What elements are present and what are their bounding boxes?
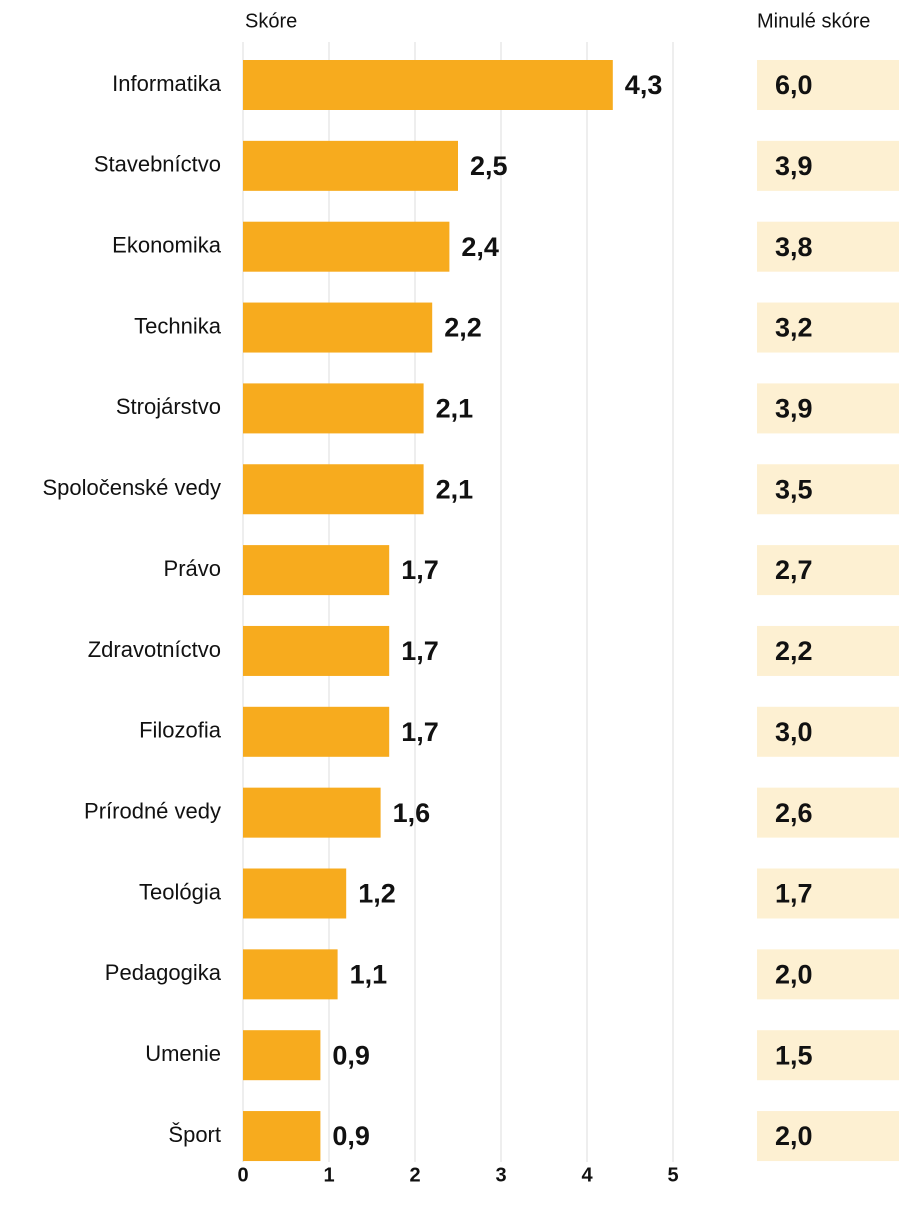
y-tick-label: Umenie xyxy=(145,1041,221,1066)
previous-label: 3,9 xyxy=(775,394,813,424)
bar xyxy=(243,60,613,110)
data-label: 1,7 xyxy=(401,717,439,747)
previous-box xyxy=(757,60,899,110)
previous-label: 3,5 xyxy=(775,474,813,504)
previous-box xyxy=(757,464,899,515)
x-tick-label: 3 xyxy=(495,1164,506,1186)
data-label: 2,2 xyxy=(444,313,482,343)
previous-label: 2,0 xyxy=(775,1121,813,1151)
previous-box xyxy=(757,706,899,757)
data-label: 1,7 xyxy=(401,636,439,666)
y-tick-label: Technika xyxy=(134,313,222,338)
x-tick-label: 2 xyxy=(409,1164,420,1186)
data-label: 2,5 xyxy=(470,151,508,181)
previous-label: 1,5 xyxy=(775,1040,813,1070)
data-label: 1,2 xyxy=(358,879,396,909)
y-tick-label: Prírodné vedy xyxy=(84,798,221,823)
previous-label: 1,7 xyxy=(775,879,813,909)
previous-box xyxy=(757,221,899,272)
y-tick-label: Pedagogika xyxy=(105,960,222,985)
y-tick-label: Právo xyxy=(164,556,221,581)
previous-label: 3,0 xyxy=(775,717,813,747)
data-label: 1,6 xyxy=(393,798,431,828)
previous-box xyxy=(757,1030,899,1081)
bar xyxy=(243,1111,321,1162)
previous-box xyxy=(757,302,899,353)
y-tick-label: Strojárstvo xyxy=(116,394,221,419)
previous-box xyxy=(757,140,899,191)
data-label: 2,4 xyxy=(461,232,499,262)
data-label: 0,9 xyxy=(332,1040,370,1070)
previous-label: 3,8 xyxy=(775,232,813,262)
previous-label: 3,2 xyxy=(775,313,813,343)
data-label: 1,7 xyxy=(401,555,439,585)
bar xyxy=(243,302,433,353)
bar xyxy=(243,706,390,757)
bar xyxy=(243,1030,321,1081)
x-tick-label: 1 xyxy=(323,1164,334,1186)
data-label: 2,1 xyxy=(436,474,474,504)
previous-box xyxy=(757,545,899,596)
previous-label: 6,0 xyxy=(775,70,813,100)
previous-box xyxy=(757,787,899,838)
data-label: 0,9 xyxy=(332,1121,370,1151)
x-tick-label: 0 xyxy=(237,1164,248,1186)
previous-label: 2,6 xyxy=(775,798,813,828)
bar xyxy=(243,787,381,838)
y-tick-label: Informatika xyxy=(112,71,222,96)
bar xyxy=(243,383,424,434)
previous-label: 2,7 xyxy=(775,555,813,585)
x-tick-label: 4 xyxy=(581,1164,593,1186)
x-tick-label: 5 xyxy=(667,1164,678,1186)
previous-label: 2,2 xyxy=(775,636,813,666)
data-label: 4,3 xyxy=(625,70,663,100)
bar xyxy=(243,868,347,919)
bar xyxy=(243,221,450,272)
y-tick-label: Stavebníctvo xyxy=(94,152,221,177)
y-tick-label: Zdravotníctvo xyxy=(88,637,221,662)
bar xyxy=(243,464,424,515)
previous-label: 2,0 xyxy=(775,959,813,989)
series-header: Minulé skóre xyxy=(757,10,870,32)
y-tick-label: Ekonomika xyxy=(112,233,222,258)
series-header: Skóre xyxy=(245,10,297,32)
previous-box xyxy=(757,868,899,919)
y-tick-label: Teológia xyxy=(139,879,222,904)
previous-box xyxy=(757,949,899,1000)
y-tick-label: Šport xyxy=(168,1122,221,1147)
y-tick-label: Filozofia xyxy=(139,718,222,743)
data-label: 2,1 xyxy=(436,394,474,424)
previous-label: 3,9 xyxy=(775,151,813,181)
y-tick-label: Spoločenské vedy xyxy=(42,475,221,500)
previous-box xyxy=(757,1111,899,1162)
previous-box xyxy=(757,383,899,434)
bar xyxy=(243,949,338,1000)
bar xyxy=(243,545,390,596)
bar xyxy=(243,625,390,676)
previous-box xyxy=(757,625,899,676)
bar xyxy=(243,140,458,191)
data-label: 1,1 xyxy=(350,959,388,989)
